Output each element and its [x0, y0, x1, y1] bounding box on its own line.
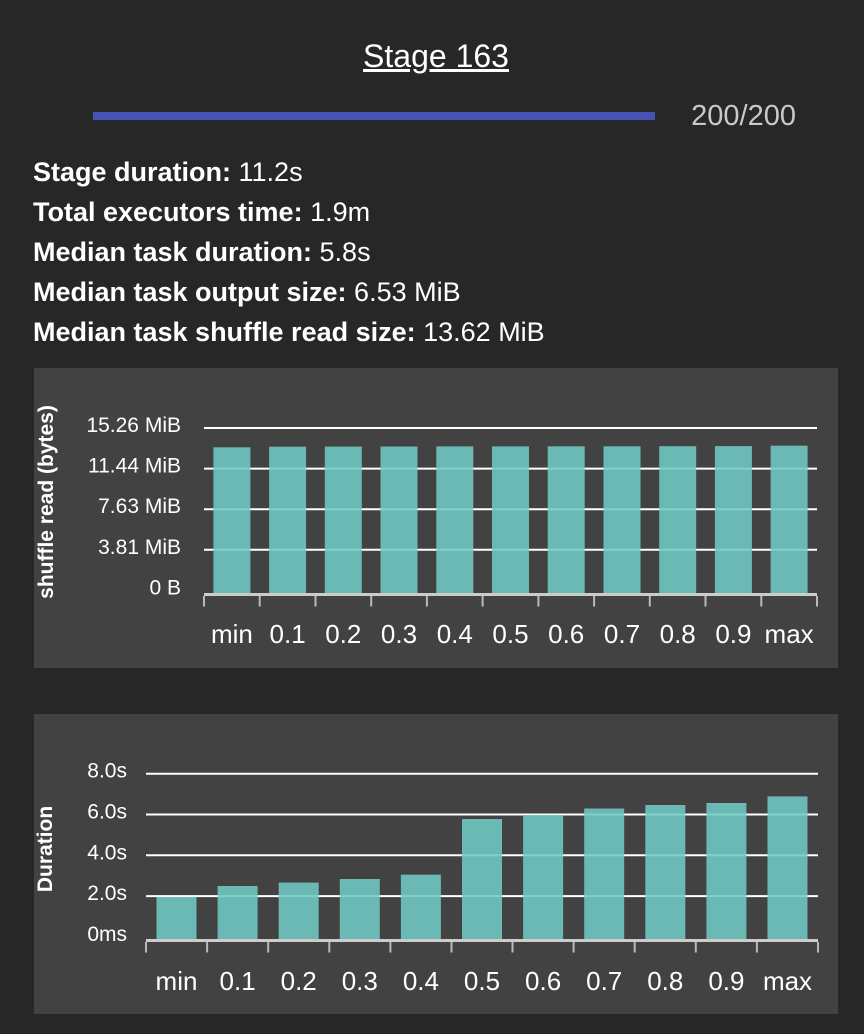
- svg-text:0.3: 0.3: [381, 619, 417, 649]
- svg-text:0.4: 0.4: [403, 966, 439, 996]
- svg-text:0.7: 0.7: [604, 619, 640, 649]
- svg-text:0.1: 0.1: [220, 966, 256, 996]
- svg-text:7.63 MiB: 7.63 MiB: [98, 495, 181, 518]
- svg-text:11.44 MiB: 11.44 MiB: [88, 455, 181, 478]
- svg-text:0.6: 0.6: [548, 619, 584, 649]
- svg-text:8.0s: 8.0s: [87, 760, 127, 783]
- svg-text:0.1: 0.1: [270, 619, 306, 649]
- svg-text:0.4: 0.4: [437, 619, 473, 649]
- svg-text:0 B: 0 B: [149, 576, 181, 599]
- svg-text:0.9: 0.9: [715, 619, 751, 649]
- svg-text:2.0s: 2.0s: [87, 882, 127, 905]
- svg-text:0.2: 0.2: [281, 966, 317, 996]
- svg-text:Duration: Duration: [34, 806, 57, 892]
- svg-text:min: min: [156, 966, 198, 996]
- svg-text:0.8: 0.8: [660, 619, 696, 649]
- svg-text:3.81 MiB: 3.81 MiB: [98, 536, 181, 559]
- svg-text:0ms: 0ms: [87, 923, 127, 946]
- svg-text:0.8: 0.8: [647, 966, 683, 996]
- svg-text:max: max: [765, 619, 814, 649]
- svg-text:max: max: [763, 966, 812, 996]
- svg-text:15.26 MiB: 15.26 MiB: [86, 414, 181, 437]
- svg-text:0.5: 0.5: [464, 966, 500, 996]
- svg-text:0.5: 0.5: [492, 619, 528, 649]
- svg-text:shuffle read (bytes): shuffle read (bytes): [35, 405, 58, 599]
- svg-text:4.0s: 4.0s: [87, 841, 127, 864]
- svg-text:0.9: 0.9: [708, 966, 744, 996]
- svg-text:6.0s: 6.0s: [87, 801, 127, 824]
- svg-text:0.6: 0.6: [525, 966, 561, 996]
- svg-text:0.3: 0.3: [342, 966, 378, 996]
- svg-text:0.7: 0.7: [586, 966, 622, 996]
- svg-text:0.2: 0.2: [325, 619, 361, 649]
- svg-text:min: min: [211, 619, 253, 649]
